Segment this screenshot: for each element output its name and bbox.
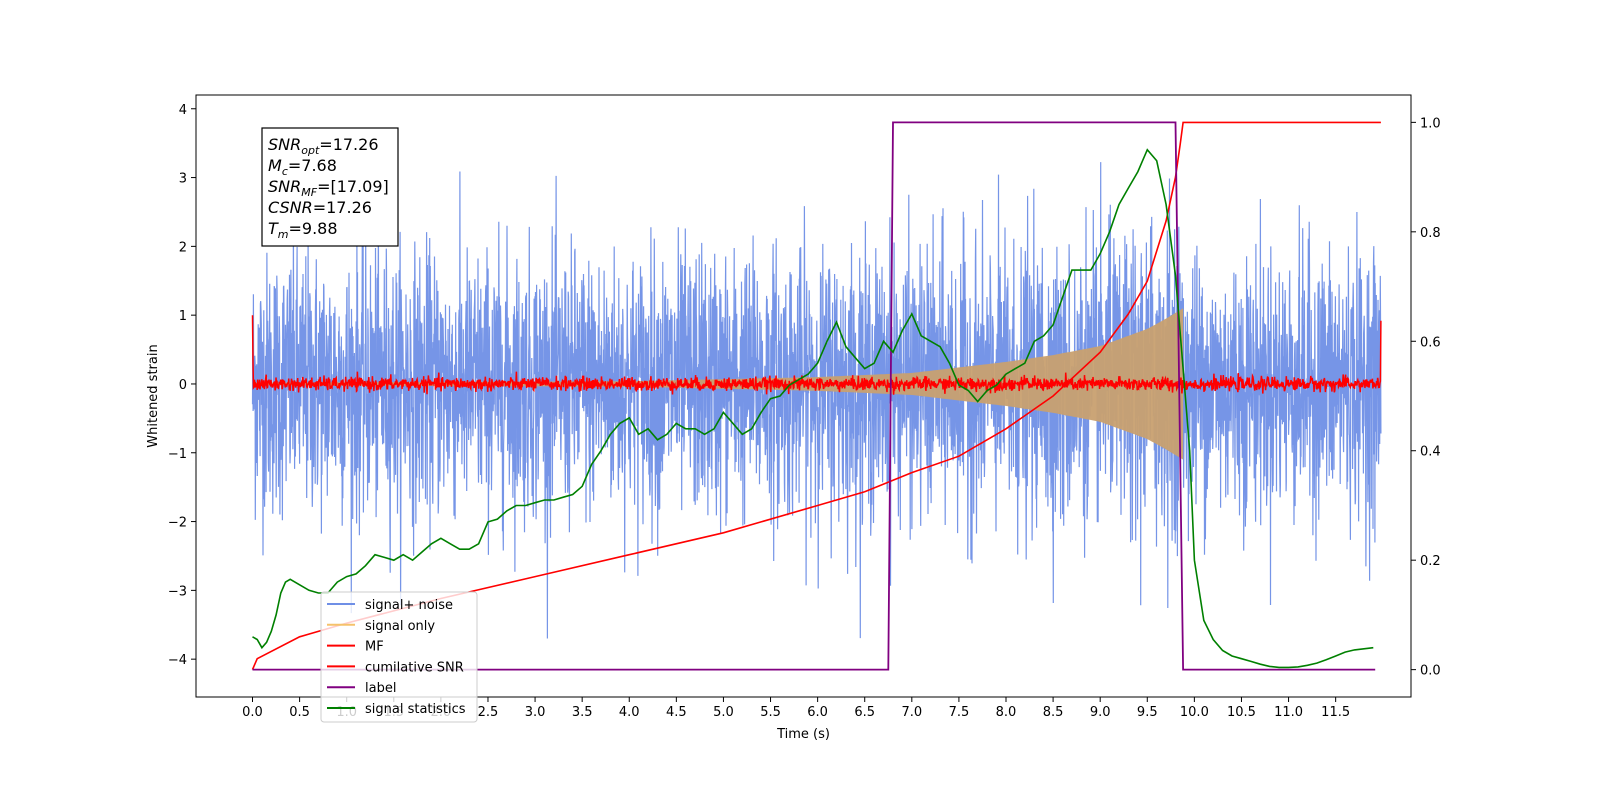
legend-frame <box>320 591 478 723</box>
x-tick-label: 11.0 <box>1274 705 1303 720</box>
annotation-line: Tm=9.88 <box>268 219 338 241</box>
y-right-tick-label: 0.8 <box>1420 226 1441 241</box>
x-tick-label: 6.0 <box>807 705 828 720</box>
legend-label: label <box>365 681 396 696</box>
series-mf <box>251 315 1382 395</box>
y-right-tick-label: 0.0 <box>1420 664 1441 679</box>
plot-area <box>251 121 1382 671</box>
x-tick-label: 9.5 <box>1137 705 1158 720</box>
y-left-axis-ticks: −4 −3 −2 −1 0 1 2 3 4 <box>168 103 196 668</box>
y-left-tick-label: 1 <box>179 309 187 324</box>
x-tick-label: 11.5 <box>1321 705 1350 720</box>
annotation-line: Mc=7.68 <box>268 156 337 178</box>
annotation-line: SNRopt=17.26 <box>268 135 379 157</box>
x-tick-label: 0.5 <box>289 705 310 720</box>
y-left-axis-label: Whitened strain <box>146 344 161 447</box>
annotation-line: CSNR=17.26 <box>268 198 372 217</box>
x-tick-label: 7.0 <box>901 705 922 720</box>
x-tick-label: 8.5 <box>1043 705 1064 720</box>
annotation-frame <box>261 127 399 247</box>
y-right-axis-ticks: 0.0 0.2 0.4 0.6 0.8 1.0 <box>1411 116 1441 679</box>
y-left-tick-label: 3 <box>179 172 187 187</box>
y-right-tick-label: 1.0 <box>1420 116 1441 131</box>
y-left-tick-label: −1 <box>168 447 187 462</box>
x-tick-label: 10.0 <box>1180 705 1209 720</box>
x-tick-label: 6.5 <box>854 705 875 720</box>
x-tick-label: 10.5 <box>1227 705 1256 720</box>
x-tick-label: 9.0 <box>1090 705 1111 720</box>
x-tick-label: 5.5 <box>760 705 781 720</box>
x-tick-label: 5.0 <box>713 705 734 720</box>
legend-label: MF <box>365 640 384 655</box>
legend-label: signal statistics <box>365 702 466 717</box>
x-tick-label: 8.0 <box>996 705 1017 720</box>
x-tick-label: 7.5 <box>949 705 970 720</box>
legend: signal+ noise signal only MF cumilative SNR… <box>320 591 478 723</box>
x-tick-label: 3.5 <box>572 705 593 720</box>
x-tick-label: 4.0 <box>619 705 640 720</box>
y-left-tick-label: 2 <box>179 240 187 255</box>
series-signal-noise <box>251 162 1382 639</box>
x-axis-label: Time (s) <box>776 727 830 742</box>
axes-frame <box>195 94 1412 698</box>
series-signal-statistics <box>252 148 1374 669</box>
y-right-tick-label: 0.2 <box>1420 554 1441 569</box>
legend-label: cumilative SNR <box>365 660 464 675</box>
legend-label: signal only <box>365 619 435 634</box>
y-left-tick-label: −4 <box>168 653 187 668</box>
annotation-line: SNRMF=[17.09] <box>268 177 389 199</box>
y-left-tick-label: 4 <box>179 103 187 118</box>
x-tick-label: 3.0 <box>525 705 546 720</box>
series-label <box>252 121 1376 671</box>
x-tick-label: 0.0 <box>242 705 263 720</box>
x-tick-label: 2.5 <box>478 705 499 720</box>
stats-annotation-box: SNRopt=17.26Mc=7.68SNRMF=[17.09]CSNR=17.… <box>261 127 399 247</box>
y-right-tick-label: 0.4 <box>1420 445 1441 460</box>
y-left-tick-label: −2 <box>168 516 187 531</box>
y-left-tick-label: −3 <box>168 584 187 599</box>
x-tick-label: 4.5 <box>666 705 687 720</box>
y-left-tick-label: 0 <box>179 378 187 393</box>
y-right-tick-label: 0.6 <box>1420 335 1441 350</box>
legend-label: signal+ noise <box>365 598 453 613</box>
